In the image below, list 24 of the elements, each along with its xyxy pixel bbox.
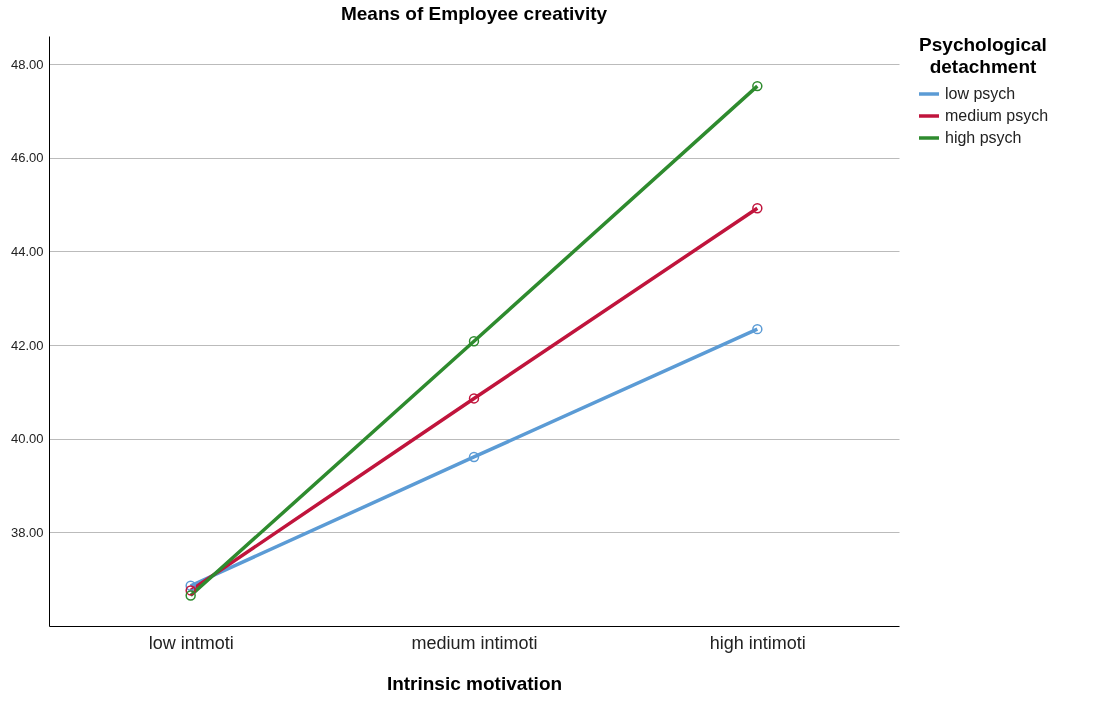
y-tick-label: 38.00 (10, 524, 44, 540)
point (752, 323, 763, 335)
point (752, 203, 763, 214)
y-tick-label: 40.00 (10, 431, 44, 447)
point (185, 585, 196, 596)
point (468, 393, 480, 404)
x-tick-label: high intimoti (709, 632, 806, 653)
y-tick-label: 44.00 (10, 243, 44, 259)
legend-label: medium psych (945, 107, 1049, 124)
y-tick-label: 46.00 (10, 150, 44, 166)
legend-label: high psych (945, 129, 1022, 146)
y-tick-label: 48.00 (10, 56, 44, 72)
legend-title: Psychological detachment (919, 34, 1047, 77)
legend-label: low psych (945, 85, 1016, 102)
point (468, 336, 480, 347)
point (468, 451, 480, 463)
y-tick-label: 42.00 (10, 337, 44, 353)
point (752, 80, 763, 92)
x-axis-title: Intrinsic motivation (386, 672, 563, 694)
point (185, 590, 196, 601)
point (185, 580, 196, 591)
chart-title: Means of Employee creativity (340, 3, 608, 24)
x-tick-label: medium intimoti (411, 632, 538, 653)
x-tick-label: low intmoti (148, 632, 234, 653)
